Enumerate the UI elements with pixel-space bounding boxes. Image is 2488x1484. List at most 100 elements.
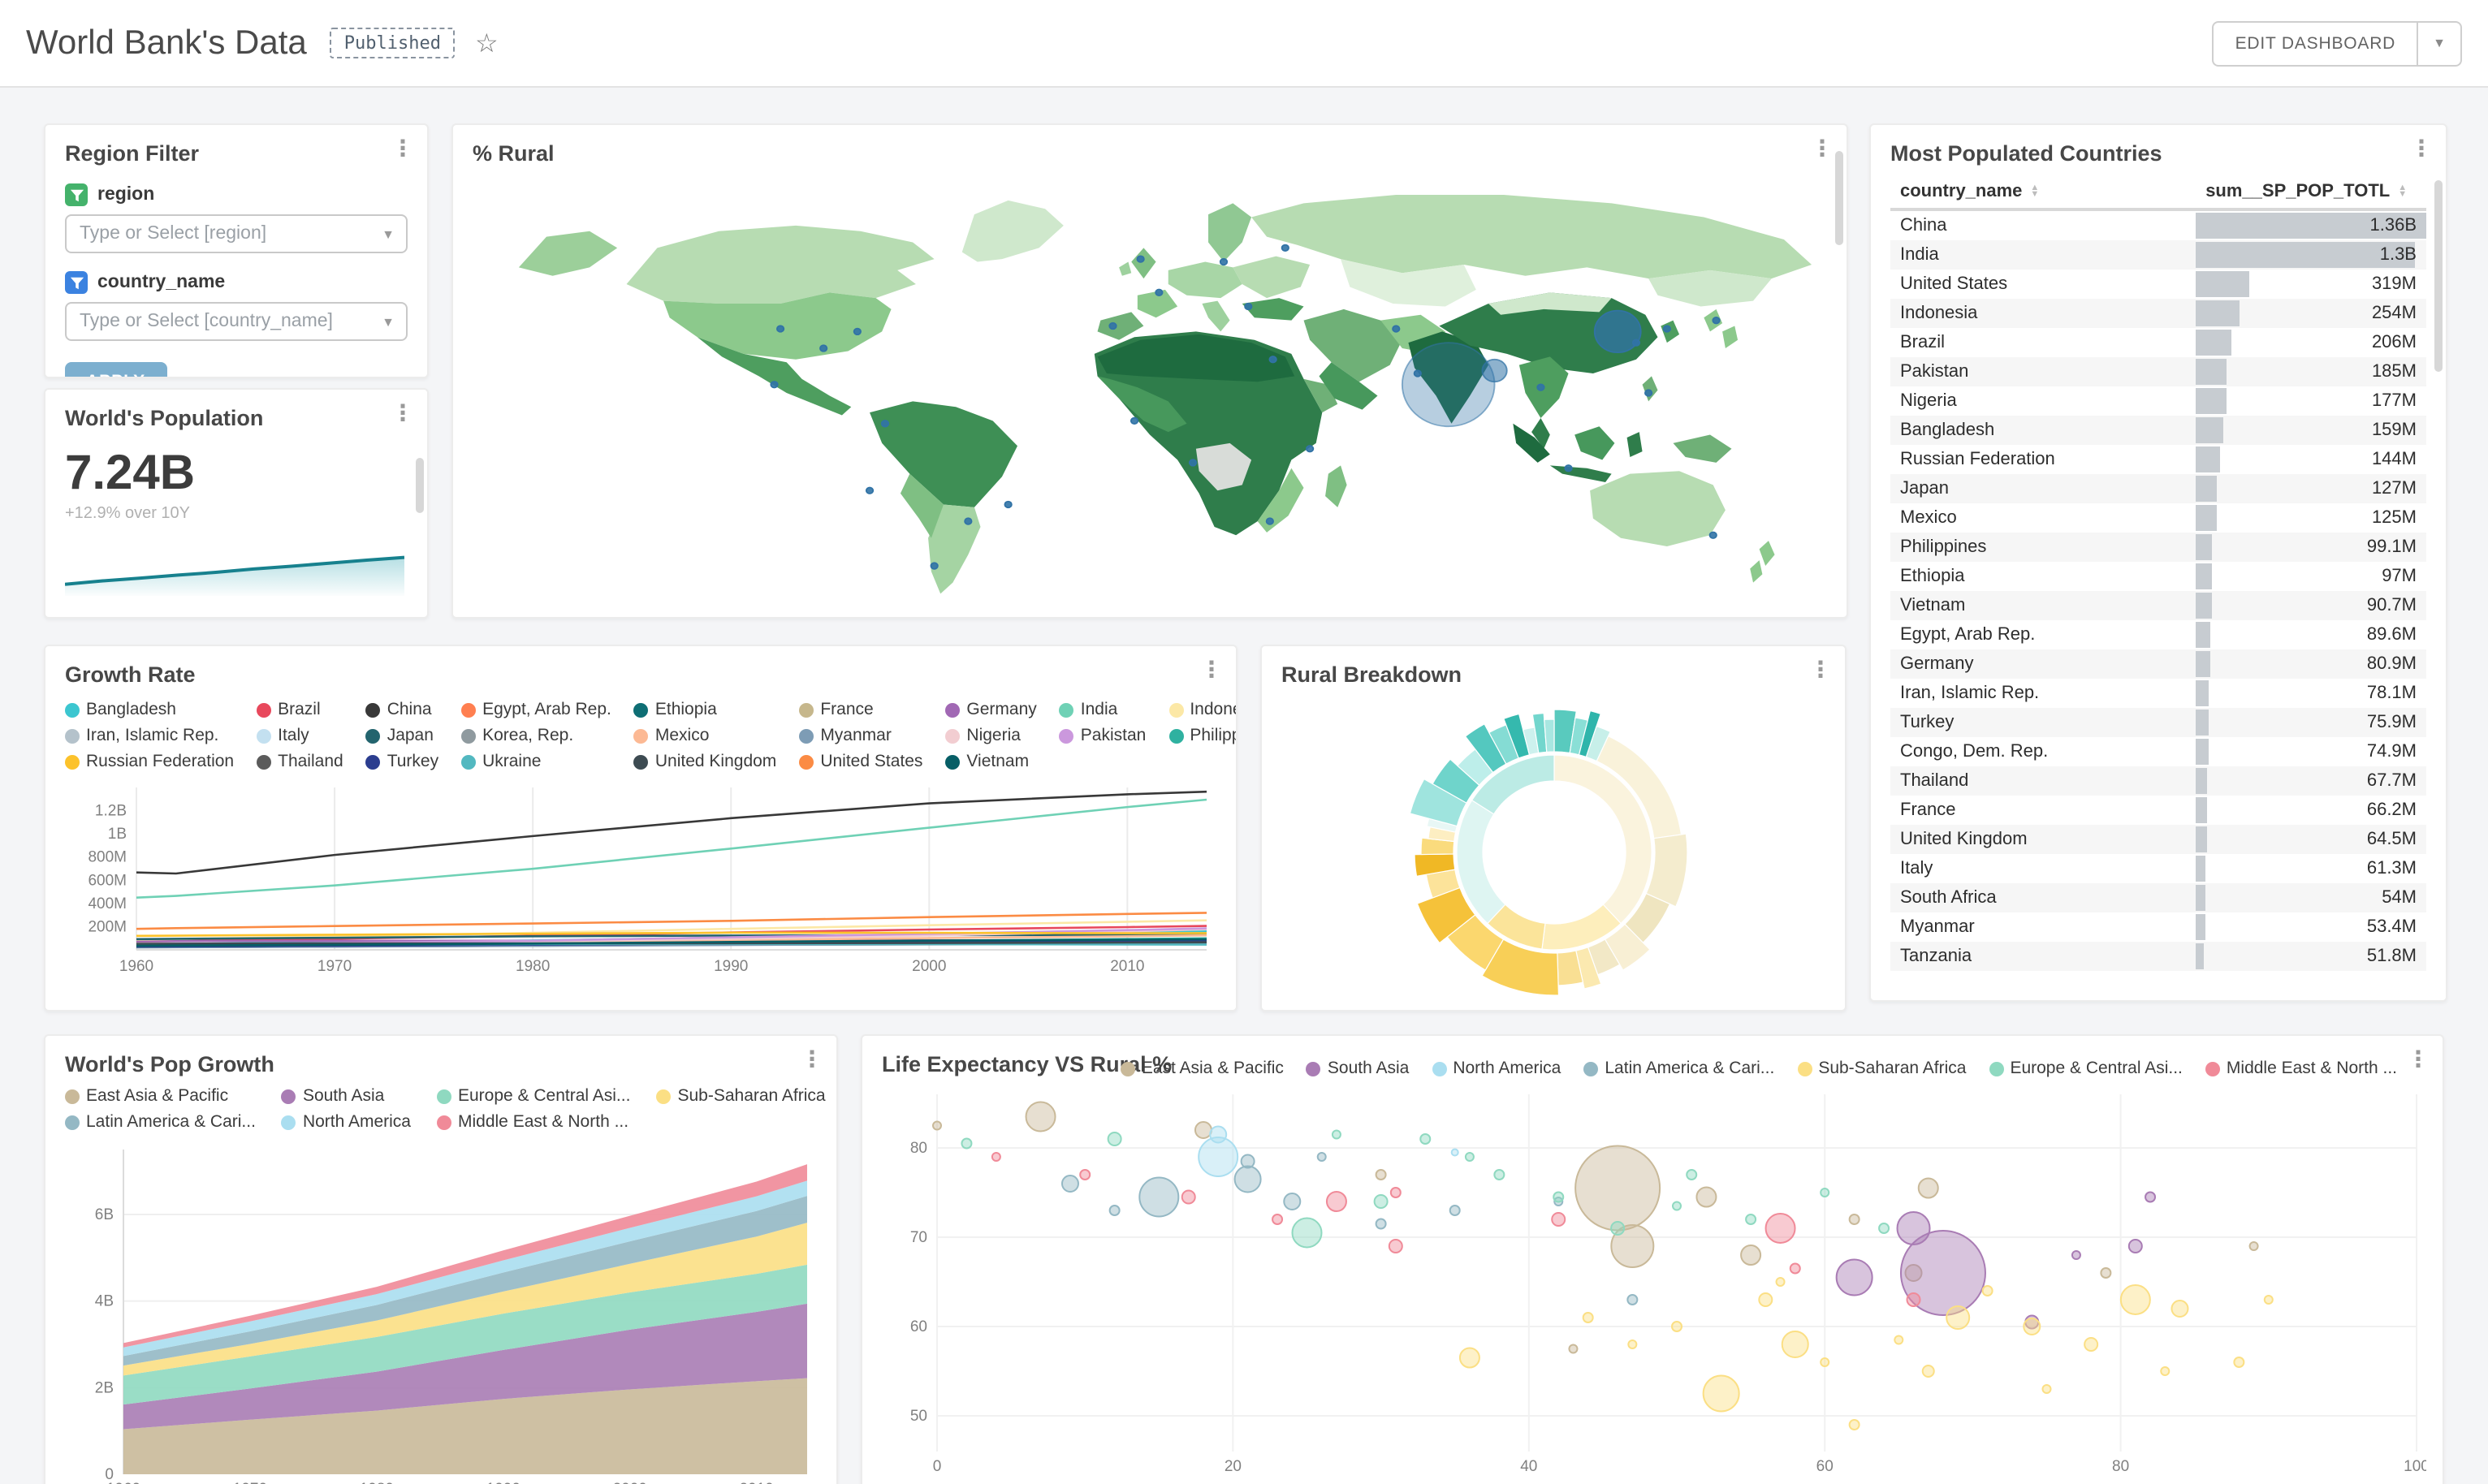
legend-item[interactable]: Middle East & North ...: [2205, 1059, 2397, 1078]
legend-item[interactable]: South Asia: [1306, 1059, 1409, 1078]
table-row[interactable]: Nigeria 177M: [1890, 386, 2426, 416]
most-populated-title: Most Populated Countries: [1890, 141, 2162, 166]
legend-item[interactable]: South Asia: [281, 1086, 411, 1106]
apply-filter-button[interactable]: APPLY: [65, 362, 167, 377]
legend-dot: [1168, 702, 1184, 717]
legend-item[interactable]: Latin America & Cari...: [1583, 1059, 1774, 1078]
kebab-menu-icon[interactable]: ⋮: [801, 1046, 823, 1072]
filter-select-country_name[interactable]: Type or Select [country_name] ▼: [65, 302, 408, 341]
legend-item[interactable]: Myanmar: [799, 726, 922, 745]
svg-text:1960: 1960: [106, 1481, 140, 1484]
edit-dashboard-button[interactable]: EDIT DASHBOARD: [2212, 20, 2419, 66]
rural-map-title: % Rural: [473, 141, 555, 166]
table-row[interactable]: Myanmar 53.4M: [1890, 912, 2426, 942]
legend-item[interactable]: Mexico: [633, 726, 776, 745]
legend-item[interactable]: Europe & Central Asi...: [437, 1086, 630, 1106]
legend-item[interactable]: Russian Federation: [65, 752, 234, 771]
value-bar: [2196, 271, 2250, 297]
legend-item[interactable]: Iran, Islamic Rep.: [65, 726, 234, 745]
table-row[interactable]: Russian Federation 144M: [1890, 445, 2426, 474]
table-row[interactable]: South Africa 54M: [1890, 883, 2426, 912]
continents: [518, 195, 1812, 594]
kebab-menu-icon[interactable]: ⋮: [1811, 135, 1834, 161]
legend-item[interactable]: India: [1059, 700, 1147, 719]
table-row[interactable]: Congo, Dem. Rep. 74.9M: [1890, 737, 2426, 766]
legend-item[interactable]: North America: [1432, 1059, 1561, 1078]
legend-item[interactable]: United Kingdom: [633, 752, 776, 771]
legend-item[interactable]: Korea, Rep.: [461, 726, 611, 745]
svg-text:100: 100: [2404, 1458, 2426, 1475]
table-row[interactable]: France 66.2M: [1890, 796, 2426, 825]
legend-item[interactable]: East Asia & Pacific: [1120, 1059, 1284, 1078]
table-row[interactable]: Bangladesh 159M: [1890, 416, 2426, 445]
legend-item[interactable]: Thailand: [257, 752, 343, 771]
table-row[interactable]: Vietnam 90.7M: [1890, 591, 2426, 620]
scrollbar[interactable]: [416, 458, 424, 513]
legend-item[interactable]: Middle East & North ...: [437, 1112, 630, 1132]
legend-item[interactable]: Egypt, Arab Rep.: [461, 700, 611, 719]
table-row[interactable]: Germany 80.9M: [1890, 649, 2426, 679]
kebab-menu-icon[interactable]: ⋮: [1200, 656, 1223, 682]
legend-item[interactable]: France: [799, 700, 922, 719]
legend-item[interactable]: Nigeria: [945, 726, 1036, 745]
table-row[interactable]: Brazil 206M: [1890, 328, 2426, 357]
map-population-bubbles: [770, 244, 1721, 570]
favorite-star-icon[interactable]: ☆: [474, 30, 499, 58]
filter-select-region[interactable]: Type or Select [region] ▼: [65, 214, 408, 253]
dashboard-actions-caret[interactable]: ▼: [2418, 20, 2462, 66]
legend-item[interactable]: Germany: [945, 700, 1037, 719]
legend-item[interactable]: Turkey: [365, 752, 438, 771]
legend-item[interactable]: Japan: [365, 726, 438, 745]
legend-dot: [257, 728, 272, 743]
kebab-menu-icon[interactable]: ⋮: [2410, 135, 2433, 161]
legend-item[interactable]: Latin America & Cari...: [65, 1112, 256, 1132]
table-row[interactable]: United States 319M: [1890, 270, 2426, 299]
legend-item[interactable]: Vietnam: [945, 752, 1036, 771]
legend-item[interactable]: Europe & Central Asi...: [1989, 1059, 2183, 1078]
legend-item[interactable]: Indonesia: [1168, 700, 1236, 719]
table-row[interactable]: United Kingdom 64.5M: [1890, 825, 2426, 854]
table-row[interactable]: Japan 127M: [1890, 474, 2426, 503]
legend-dot: [281, 1089, 296, 1103]
legend-item[interactable]: Sub-Saharan Africa: [656, 1086, 826, 1106]
scrollbar[interactable]: [2434, 180, 2443, 372]
table-row[interactable]: Turkey 75.9M: [1890, 708, 2426, 737]
legend-item[interactable]: Italy: [257, 726, 343, 745]
legend-item[interactable]: United States: [799, 752, 922, 771]
population-subtitle: +12.9% over 10Y: [65, 505, 190, 523]
table-row[interactable]: Ethiopia 97M: [1890, 562, 2426, 591]
legend-item[interactable]: Pakistan: [1059, 726, 1146, 745]
table-row[interactable]: Thailand 67.7M: [1890, 766, 2426, 796]
legend-item[interactable]: Brazil: [257, 700, 343, 719]
published-badge[interactable]: Published: [329, 28, 456, 58]
value-bar: [2196, 651, 2209, 677]
legend-item[interactable]: North America: [281, 1112, 411, 1132]
table-row[interactable]: Indonesia 254M: [1890, 299, 2426, 328]
legend-item[interactable]: Sub-Saharan Africa: [1797, 1059, 1966, 1078]
scrollbar[interactable]: [1835, 151, 1843, 245]
table-row[interactable]: Iran, Islamic Rep. 78.1M: [1890, 679, 2426, 708]
legend-item[interactable]: Ukraine: [461, 752, 611, 771]
legend-item[interactable]: Philippines: [1168, 726, 1236, 745]
table-row[interactable]: Italy 61.3M: [1890, 854, 2426, 883]
column-header-population[interactable]: sum__SP_POP_TOTL ▲ ▼: [2196, 175, 2426, 211]
legend-item[interactable]: East Asia & Pacific: [65, 1086, 256, 1106]
value-bar: [2196, 885, 2205, 911]
table-row[interactable]: Egypt, Arab Rep. 89.6M: [1890, 620, 2426, 649]
legend-item[interactable]: Bangladesh: [65, 700, 234, 719]
legend-item[interactable]: Ethiopia: [633, 700, 776, 719]
kebab-menu-icon[interactable]: ⋮: [391, 399, 414, 425]
legend-item[interactable]: China: [365, 700, 438, 719]
legend-dot: [461, 754, 477, 769]
legend-dot: [365, 728, 381, 743]
kebab-menu-icon[interactable]: ⋮: [2407, 1046, 2430, 1072]
table-row[interactable]: Pakistan 185M: [1890, 357, 2426, 386]
column-header-country[interactable]: country_name ▲ ▼: [1890, 175, 2196, 211]
kebab-menu-icon[interactable]: ⋮: [1809, 656, 1832, 682]
table-row[interactable]: China 1.36B: [1890, 209, 2426, 240]
kebab-menu-icon[interactable]: ⋮: [391, 135, 414, 161]
table-row[interactable]: Philippines 99.1M: [1890, 533, 2426, 562]
table-row[interactable]: Tanzania 51.8M: [1890, 942, 2426, 971]
table-row[interactable]: Mexico 125M: [1890, 503, 2426, 533]
table-row[interactable]: India 1.3B: [1890, 240, 2426, 270]
